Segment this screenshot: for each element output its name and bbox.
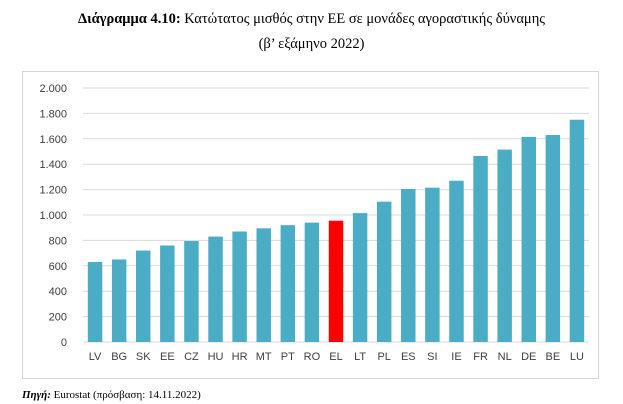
x-tick-label: PL [377,351,390,363]
source-label: Πηγή: [22,389,51,401]
y-tick-label: 400 [49,286,67,298]
bar-chart: 0 200 400 600 800 1.000 1.200 1.400 1.600 1.800 2.… [39,83,589,363]
x-tick-label: RO [304,351,321,363]
x-tick-label: ES [401,351,416,363]
x-tick-label: BE [546,351,561,363]
y-tick-label: 0 [61,337,67,349]
x-tick-label: LV [89,351,102,363]
bar-de [521,136,536,342]
x-tick-label: PT [281,351,295,363]
bar-sk [136,250,151,342]
x-axis: LV BG SK EE CZ HU HR MT PT RO EL LT PL ES SI IE FR NL DE BE… [89,351,584,363]
chart-title-label: Διάγραμμα 4.10: [77,11,181,27]
x-tick-label: HU [208,351,224,363]
x-tick-label: FR [473,351,488,363]
bar-ro [304,222,320,342]
source-text: Eurostat (πρόσβαση: 14.11.2022) [50,389,201,401]
bar-bg [111,259,127,342]
bar-pt [280,225,296,342]
bars [87,119,585,342]
bar-lt [352,213,368,342]
bar-hr [232,231,247,342]
bar-be [545,134,561,342]
bar-lu [569,119,585,342]
y-tick-label: 200 [49,312,67,324]
bar-lv [87,261,103,342]
bar-hu [208,236,223,342]
bar-si [425,187,440,342]
x-tick-label: CZ [184,351,199,363]
y-tick-label: 1.400 [39,159,67,171]
x-tick-label: IE [451,351,461,363]
y-tick-label: 1.000 [39,210,67,222]
x-tick-label: SI [427,351,437,363]
bar-ie [449,180,464,342]
bar-mt [256,228,271,342]
chart-title: Διάγραμμα 4.10: Κατώτατος μισθός στην ΕΕ… [0,10,623,28]
bar-cz [184,241,199,342]
y-axis: 0 200 400 600 800 1.000 1.200 1.400 1.600 1.800 2.… [39,83,67,349]
bar-ee [160,245,175,342]
x-tick-label: EE [160,351,175,363]
source-note: Πηγή: Eurostat (πρόσβαση: 14.11.2022) [22,388,201,402]
x-tick-label: LU [570,351,584,363]
y-tick-label: 600 [49,261,67,273]
y-tick-label: 2.000 [39,83,67,95]
x-tick-label: DE [521,351,536,363]
y-tick-label: 1.200 [39,185,67,197]
x-tick-label: MT [256,351,272,363]
y-tick-label: 800 [49,235,67,247]
y-tick-label: 1.800 [39,108,67,120]
bar-es [401,188,416,342]
bar-el [328,220,344,342]
bar-fr [473,155,488,342]
bar-pl [376,201,392,342]
chart-subtitle: (β’ εξάμηνο 2022) [258,36,365,52]
x-tick-label: LT [354,351,366,363]
y-tick-label: 1.600 [39,134,67,146]
bar-nl [497,149,512,342]
x-tick-label: BG [111,351,127,363]
x-tick-label: SK [136,351,151,363]
chart-frame: 0 200 400 600 800 1.000 1.200 1.400 1.600 1.800 2.… [22,71,599,379]
chart-title-text: Κατώτατος μισθός στην ΕΕ σε μονάδες αγορ… [180,11,546,27]
x-tick-label: NL [498,351,512,363]
x-tick-label: HR [232,351,248,363]
x-tick-label: EL [329,351,342,363]
